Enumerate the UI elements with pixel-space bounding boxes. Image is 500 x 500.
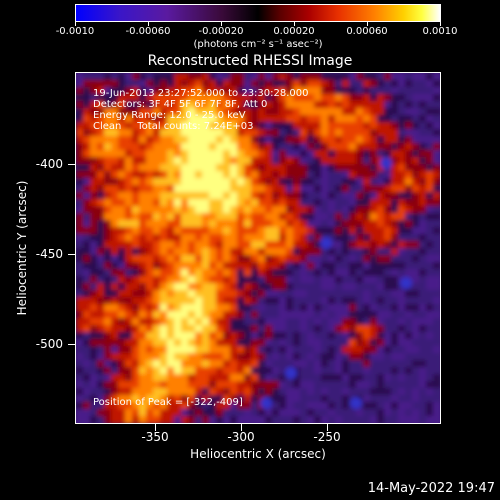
y-axis-tick-label: -450 [35,247,63,261]
colorbar-tick-label: -0.00060 [125,26,171,37]
colorbar-tick-label: 0.00060 [346,26,388,37]
colorbar-tick [75,22,76,26]
image-title: Reconstructed RHESSI Image [147,53,353,69]
y-axis-tick [68,254,75,255]
colorbar-tick [367,22,368,26]
clean-counts-label: Clean Total counts: 7.24E+03 [93,121,254,132]
colorbar-units: (photons cm⁻² s⁻¹ asec⁻²) [193,39,323,50]
solar-image-heatmap [76,73,440,423]
colorbar [75,4,441,22]
y-axis-tick [68,164,75,165]
y-axis-tick-label: -500 [35,337,63,351]
date-stamp: 14-May-2022 19:47 [367,481,495,496]
detectors-label: Detectors: 3F 4F 5F 6F 7F 8F, Att 0 [93,99,268,110]
colorbar-tick [221,22,222,26]
colorbar-tick-label: -0.00020 [198,26,244,37]
colorbar-tick [294,22,295,26]
x-axis-title: Heliocentric X (arcsec) [190,447,326,461]
colorbar-tick-label: 0.00020 [273,26,315,37]
peak-position-label: Position of Peak = [-322,-409] [93,397,243,408]
solar-image-plot [75,72,441,424]
x-axis-tick-label: -350 [141,430,169,444]
colorbar-tick-label: -0.0010 [55,26,95,37]
y-axis-tick-label: -400 [35,157,63,171]
colorbar-tick [440,22,441,26]
y-axis-tick [68,344,75,345]
x-axis-tick-label: -250 [313,430,341,444]
colorbar-tick-label: 0.0010 [422,26,458,37]
x-axis-tick-label: -300 [227,430,255,444]
energy-range-label: Energy Range: 12.0 - 25.0 keV [93,110,246,121]
x-axis-tick [155,424,156,431]
y-axis-title: Heliocentric Y (arcsec) [15,180,29,316]
colorbar-tick [148,22,149,26]
x-axis-tick [327,424,328,431]
x-axis-tick [241,424,242,431]
time-range-label: 19-Jun-2013 23:27:52.000 to 23:30:28.000 [93,88,309,99]
